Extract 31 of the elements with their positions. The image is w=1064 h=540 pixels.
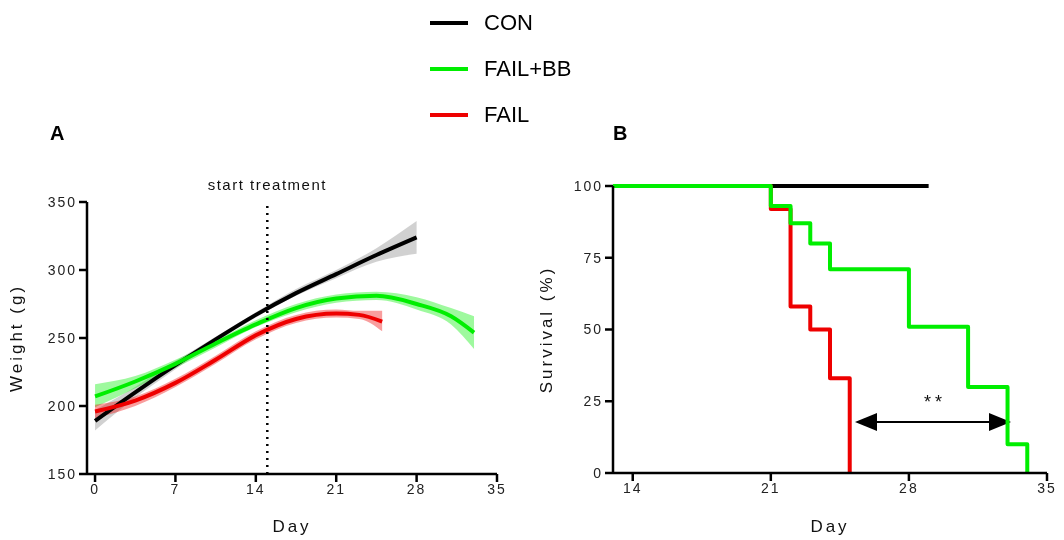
y-tick-label: 75 xyxy=(583,249,603,266)
x-tick-label: 14 xyxy=(246,480,266,497)
x-tick-label: 21 xyxy=(326,480,346,497)
x-tick-label: 14 xyxy=(622,479,643,496)
y-axis-title: Weight (g) xyxy=(7,283,27,393)
x-axis-title: Day xyxy=(810,517,850,536)
ref-line-label: start treatment xyxy=(207,176,327,193)
y-tick-label: 250 xyxy=(47,329,77,346)
y-tick-label: 200 xyxy=(47,397,77,414)
y-tick-label: 300 xyxy=(47,261,77,278)
y-axis-title: Survival (%) xyxy=(537,265,557,394)
x-tick-label: 35 xyxy=(1037,479,1057,496)
x-tick-label: 21 xyxy=(761,479,781,496)
x-tick-label: 0 xyxy=(90,480,100,497)
annotation: ** xyxy=(923,392,947,413)
x-tick-label: 7 xyxy=(170,480,181,497)
y-tick-label: 100 xyxy=(573,177,603,194)
x-tick-label: 35 xyxy=(487,480,507,497)
x-tick-label: 28 xyxy=(406,480,427,497)
chart-title: A xyxy=(50,122,65,145)
legend-label: FAIL+BB xyxy=(484,56,572,82)
legend-label: CON xyxy=(484,10,533,36)
x-axis-title: Day xyxy=(272,517,312,536)
y-tick-label: 350 xyxy=(47,193,77,210)
x-tick-label: 28 xyxy=(899,479,919,496)
y-tick-label: 0 xyxy=(593,464,603,481)
chart-title: B xyxy=(613,122,628,145)
y-tick-label: 50 xyxy=(583,321,603,338)
y-tick-label: 150 xyxy=(47,465,77,482)
y-tick-label: 25 xyxy=(583,393,603,410)
legend-label: FAIL xyxy=(484,102,530,128)
